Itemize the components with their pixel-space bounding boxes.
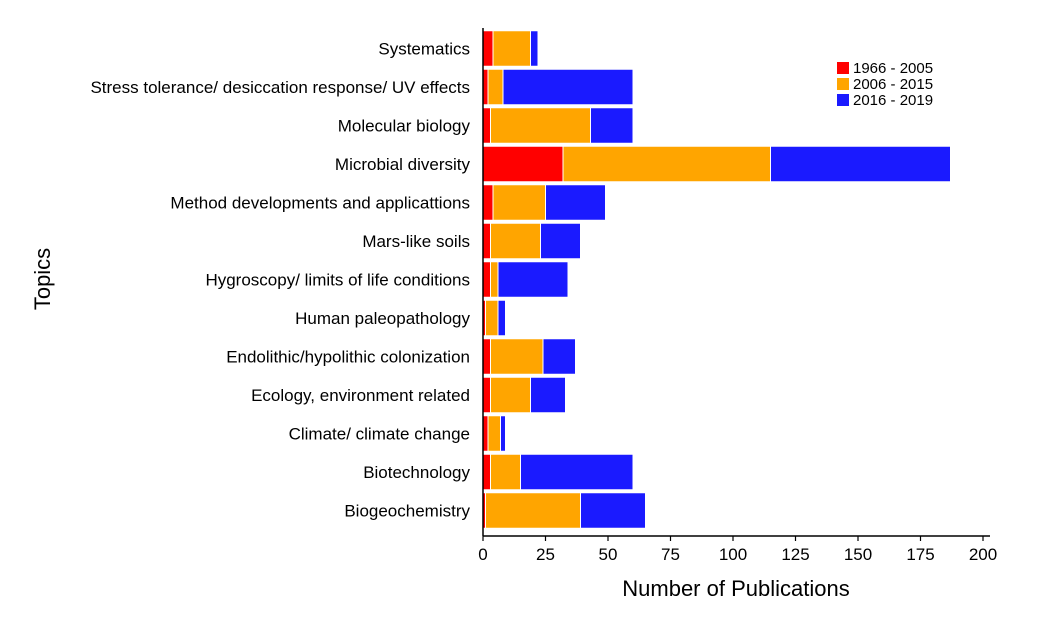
bars-group <box>482 30 951 529</box>
x-tick-label: 100 <box>719 545 747 564</box>
category-label: Biogeochemistry <box>344 502 470 521</box>
bar-2-row-4 <box>562 145 771 183</box>
category-label: Endolithic/hypolithic colonization <box>226 348 470 367</box>
bar-2-row-1 <box>492 30 531 67</box>
bar-1-row-6 <box>482 222 491 260</box>
legend-swatch <box>837 62 849 74</box>
category-label: Method developments and applicattions <box>170 194 470 213</box>
bar-3-row-8 <box>497 299 506 337</box>
category-label: Ecology, environment related <box>251 386 470 405</box>
category-label: Stress tolerance/ desiccation response/ … <box>90 78 470 97</box>
category-label: Microbial diversity <box>335 155 471 174</box>
legend-label: 2016 - 2019 <box>853 92 933 109</box>
bar-2-row-5 <box>492 184 546 221</box>
bar-2-row-7 <box>490 261 499 298</box>
bar-2-row-2 <box>487 68 504 106</box>
bar-3-row-10 <box>530 376 566 414</box>
bar-3-row-9 <box>542 338 576 375</box>
legend-swatch <box>837 94 849 106</box>
y-axis-title: Topics <box>30 248 55 310</box>
bar-3-row-2 <box>502 68 634 106</box>
bar-1-row-3 <box>482 107 491 144</box>
legend-swatch <box>837 78 849 90</box>
x-axis-ticks: 0 25 50 75 100 125 150 175 200 <box>478 536 997 564</box>
bar-3-row-13 <box>580 492 646 529</box>
x-tick-label: 50 <box>599 545 618 564</box>
bar-3-row-6 <box>540 222 581 260</box>
x-tick-label: 200 <box>969 545 997 564</box>
legend-label: 2006 - 2015 <box>853 76 933 93</box>
bar-3-row-3 <box>590 107 634 144</box>
category-label: Systematics <box>378 40 470 59</box>
x-axis-title: Number of Publications <box>622 576 849 601</box>
bar-1-row-9 <box>482 338 491 375</box>
bar-1-row-7 <box>482 261 491 298</box>
category-label: Human paleopathology <box>295 309 470 328</box>
x-tick-label: 75 <box>661 545 680 564</box>
x-tick-label: 0 <box>478 545 487 564</box>
bar-1-row-12 <box>482 453 491 491</box>
category-label: Molecular biology <box>338 117 471 136</box>
bar-1-row-4 <box>482 145 564 183</box>
category-label: Hygroscopy/ limits of life conditions <box>205 271 470 290</box>
bar-3-row-7 <box>497 261 569 298</box>
x-tick-label: 125 <box>781 545 809 564</box>
category-label: Climate/ climate change <box>289 425 470 444</box>
bar-3-row-12 <box>520 453 634 491</box>
x-tick-label: 25 <box>536 545 555 564</box>
category-label: Biotechnology <box>363 463 470 482</box>
bar-1-row-10 <box>482 376 491 414</box>
category-labels: Systematics Stress tolerance/ desiccation… <box>90 40 470 521</box>
bar-3-row-4 <box>770 145 951 183</box>
x-tick-label: 150 <box>844 545 872 564</box>
bar-2-row-11 <box>487 415 501 452</box>
bar-3-row-1 <box>530 30 539 67</box>
category-label: Mars-like soils <box>362 232 470 251</box>
bar-2-row-12 <box>490 453 521 491</box>
bar-2-row-13 <box>485 492 581 529</box>
bar-3-row-11 <box>500 415 506 452</box>
bar-2-row-8 <box>485 299 499 337</box>
bar-2-row-6 <box>490 222 541 260</box>
x-tick-label: 175 <box>906 545 934 564</box>
bar-2-row-10 <box>490 376 531 414</box>
bar-1-row-5 <box>482 184 494 221</box>
bar-2-row-3 <box>490 107 591 144</box>
bar-2-row-9 <box>490 338 544 375</box>
legend-label: 1966 - 2005 <box>853 60 933 77</box>
bar-3-row-5 <box>545 184 606 221</box>
bar-1-row-1 <box>482 30 494 67</box>
